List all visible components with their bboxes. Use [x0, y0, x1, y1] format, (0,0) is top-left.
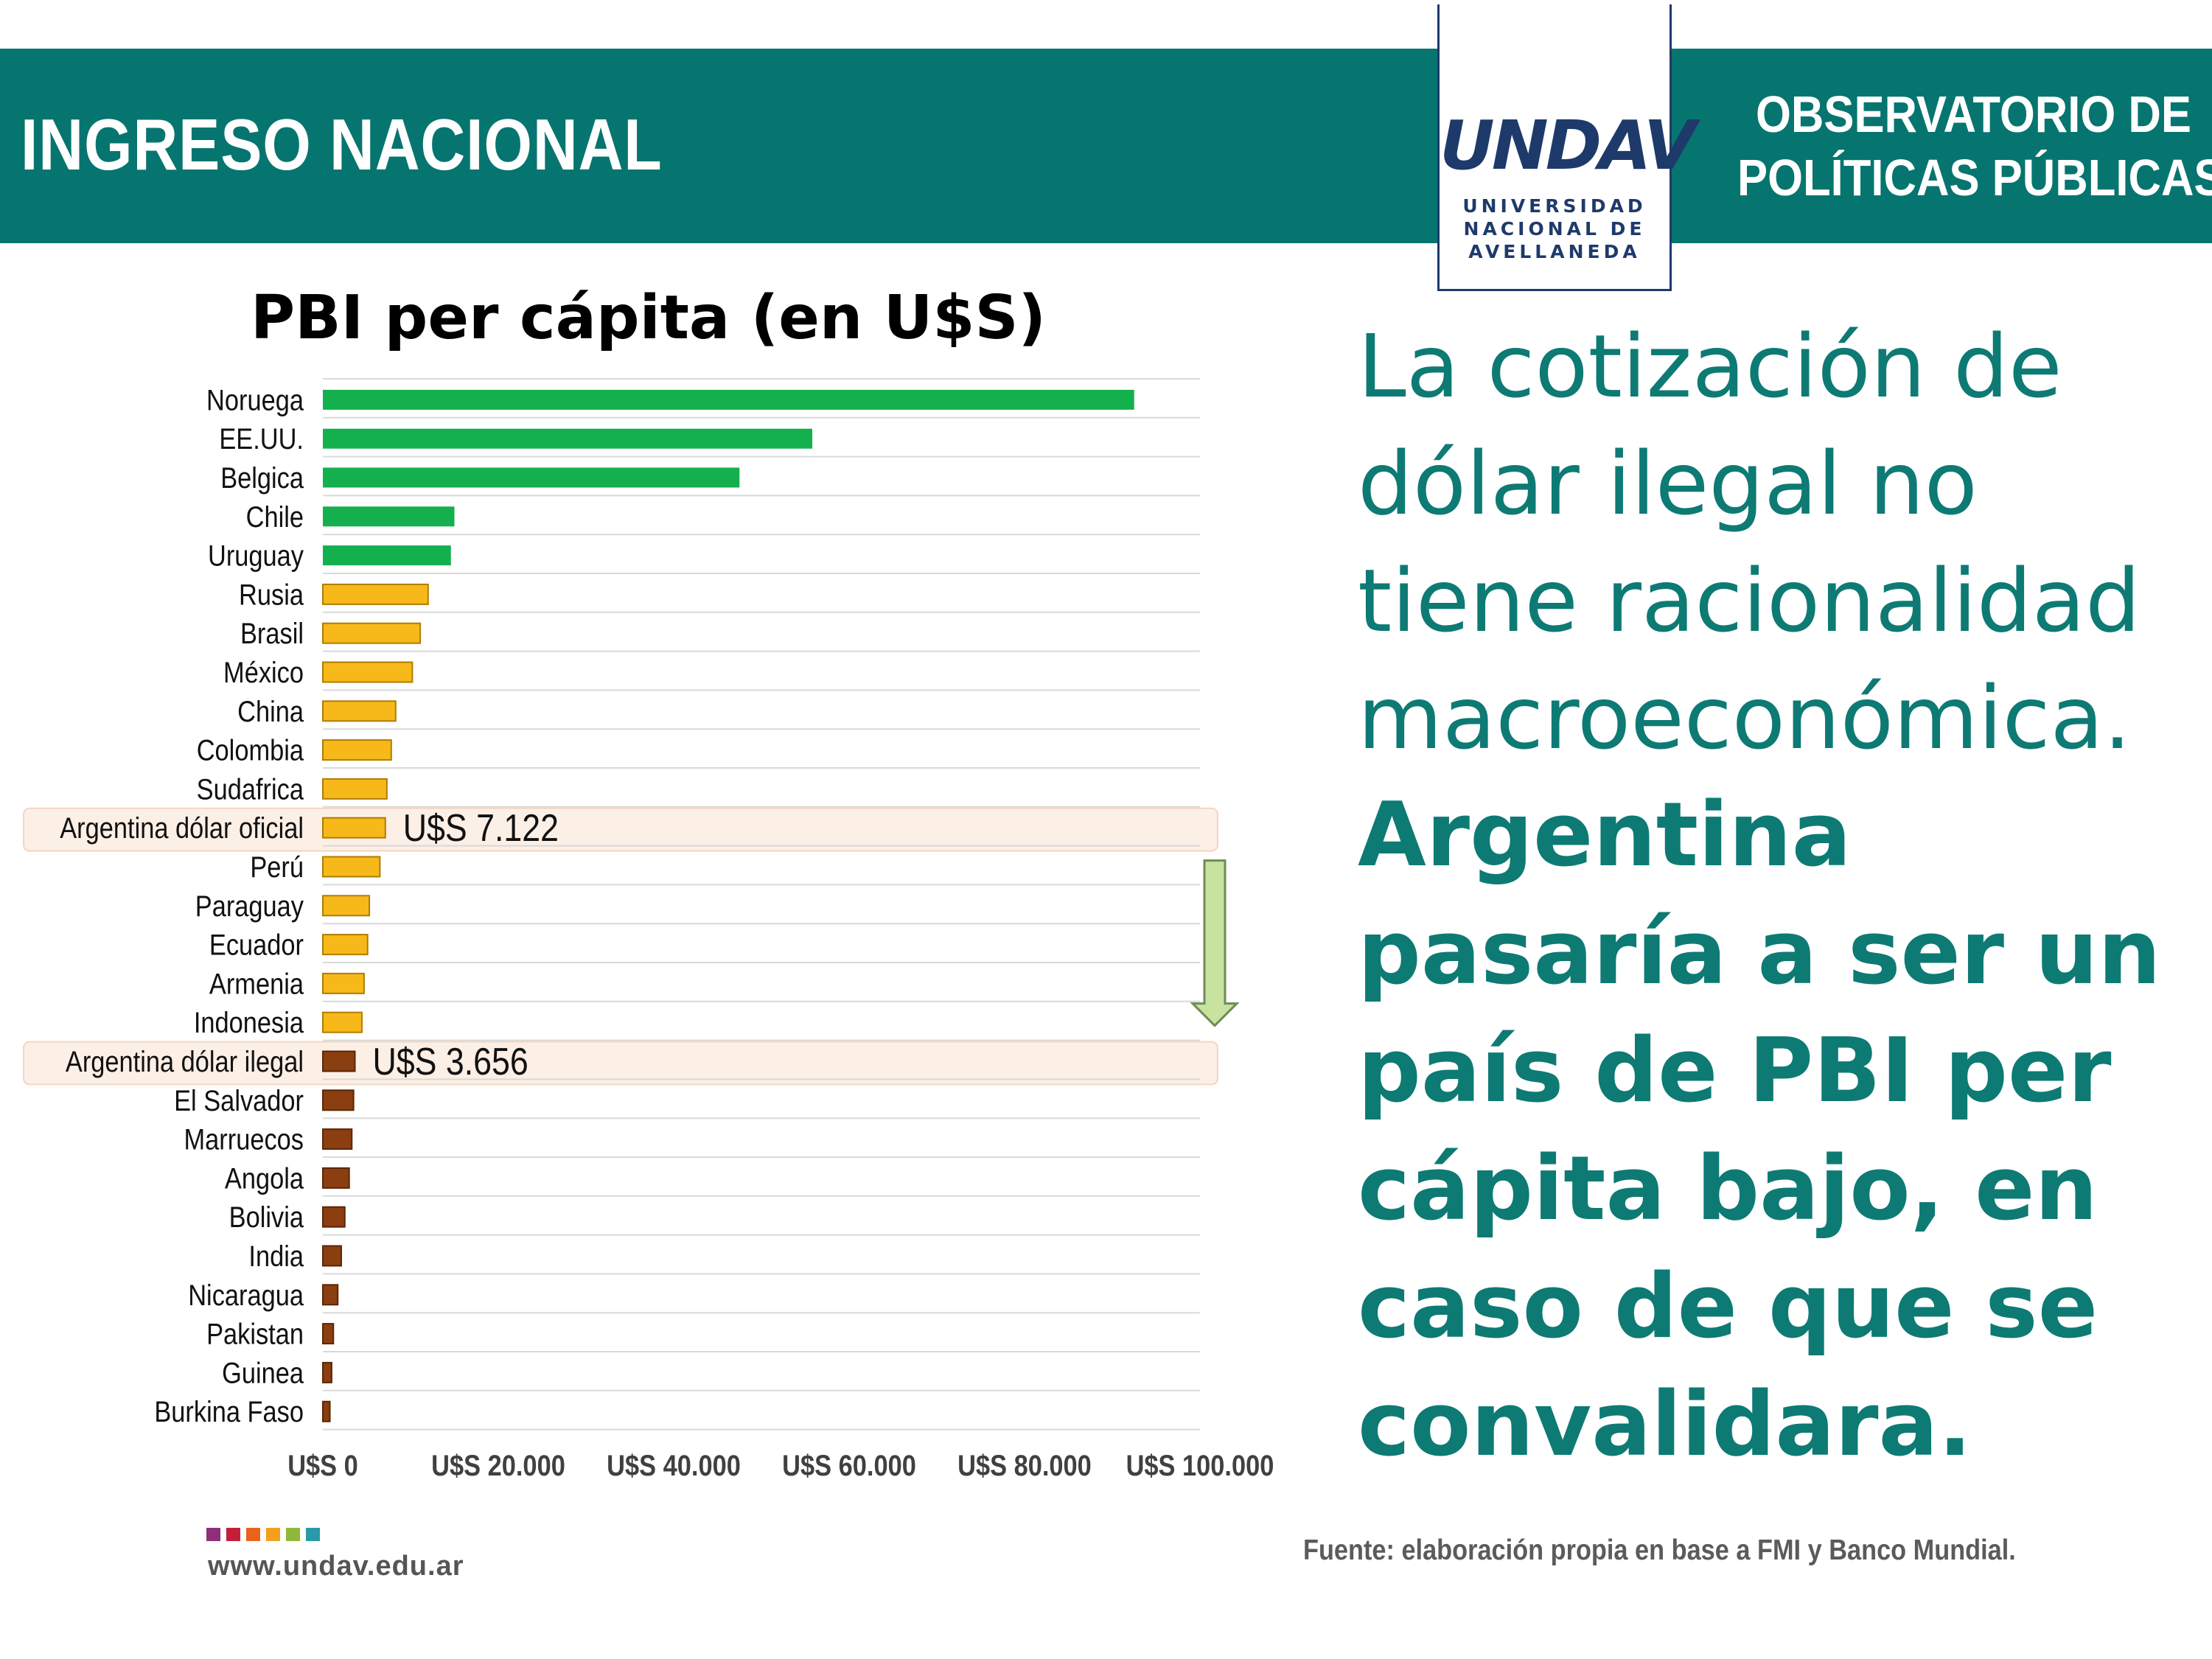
headline-statement: La cotización de dólar ilegal no tiene r… [1358, 315, 2141, 769]
headline-conclusion: Argentina pasaría a ser un país de PBI p… [1358, 784, 2161, 1476]
bar [322, 1011, 363, 1033]
source-note: Fuente: elaboración propia en base a FMI… [1303, 1534, 2016, 1566]
bar [322, 1361, 332, 1383]
x-tick-label: U$S 60.000 [782, 1449, 916, 1482]
bar [322, 1128, 353, 1150]
category-label: Sudafrica [197, 772, 304, 806]
x-tick-label: U$S 100.000 [1126, 1449, 1274, 1482]
website-link[interactable]: www.undav.edu.ar [208, 1551, 464, 1582]
bar [322, 1050, 356, 1072]
category-label: EE.UU. [219, 422, 304, 455]
category-label: Belgica [220, 461, 304, 495]
category-label: Rusia [239, 578, 304, 611]
brand-dot-0 [206, 1528, 220, 1541]
category-label: India [248, 1240, 304, 1273]
bar [322, 1167, 350, 1189]
category-label: Indonesia [194, 1006, 304, 1039]
category-label: El Salvador [174, 1083, 304, 1117]
bar-chart: Noruega EE.UU. Belgica Chile Uruguay Rusia Bra… [23, 378, 1274, 1482]
observatory-title-line1: OBSERVATORIO DE [1755, 85, 2191, 143]
bar [322, 856, 381, 878]
category-label: Uruguay [208, 539, 304, 572]
category-label: Guinea [222, 1356, 304, 1389]
category-label: Burkina Faso [154, 1395, 304, 1428]
brand-dot-4 [286, 1528, 300, 1541]
brand-dot-5 [306, 1528, 320, 1541]
brand-dot-3 [266, 1528, 280, 1541]
brand-color-dots [206, 1528, 326, 1541]
category-label: Nicaragua [188, 1278, 304, 1311]
chart-title: PBI per cápita (en U$S) [251, 283, 1046, 353]
category-label: México [223, 656, 304, 689]
down-arrow-icon [1190, 859, 1240, 1027]
x-tick-label: U$S 20.000 [431, 1449, 565, 1482]
x-tick-label: U$S 80.000 [957, 1449, 1092, 1482]
category-label: Argentina dólar oficial [60, 811, 304, 845]
university-logo: UNDAV UNIVERSIDAD NACIONAL DE AVELLANEDA [1437, 4, 1696, 291]
category-label: Pakistan [206, 1317, 304, 1350]
x-tick-label: U$S 40.000 [607, 1449, 741, 1482]
bar [322, 1089, 355, 1111]
bar [322, 778, 388, 800]
bar [322, 972, 365, 994]
logo-text: UNIVERSIDAD NACIONAL DE AVELLANEDA [1440, 195, 1670, 263]
bar [322, 1206, 346, 1228]
brand-dot-1 [226, 1528, 240, 1541]
category-label: Armenia [209, 967, 304, 1000]
category-label: Ecuador [209, 928, 304, 961]
bar [322, 583, 429, 605]
headline: La cotización de dólar ilegal no tiene r… [1358, 308, 2198, 1484]
bar [323, 389, 1134, 410]
observatory-title-line2: POLÍTICAS PÚBLICAS [1737, 149, 2212, 206]
logo-text-line2: NACIONAL DE [1463, 218, 1646, 240]
x-tick-label: U$S 0 [287, 1449, 358, 1482]
bar [323, 428, 813, 449]
category-label: Angola [225, 1162, 304, 1195]
bar [323, 545, 451, 566]
highlight-band [23, 1041, 1218, 1086]
brand-dot-2 [246, 1528, 260, 1541]
category-label: Chile [246, 500, 304, 533]
bar [322, 934, 369, 956]
bar [322, 1245, 342, 1267]
bar [322, 700, 397, 722]
bar [323, 506, 455, 527]
observatory-title: OBSERVATORIO DE POLÍTICAS PÚBLICAS [1737, 83, 2212, 209]
category-label: Noruega [206, 383, 304, 416]
header-bar [0, 49, 2212, 243]
bar [322, 817, 386, 839]
page-title: INGRESO NACIONAL [21, 104, 663, 185]
value-annotation: U$S 7.122 [403, 807, 559, 850]
category-label: Argentina dólar ilegal [66, 1045, 304, 1078]
category-label: Marruecos [184, 1122, 304, 1156]
bar [322, 661, 414, 683]
category-label: Colombia [197, 733, 304, 766]
bar [322, 1323, 335, 1345]
bar [322, 895, 371, 917]
highlight-band [23, 807, 1218, 852]
value-annotation: U$S 3.656 [373, 1041, 528, 1083]
category-label: Perú [250, 851, 304, 884]
logo-mark: UNDAV [1440, 106, 1696, 185]
category-label: Brasil [240, 617, 304, 650]
bar [322, 622, 422, 644]
category-label: Paraguay [195, 889, 304, 922]
bar [322, 1400, 331, 1422]
logo-text-line3: AVELLANEDA [1468, 241, 1641, 262]
bar [322, 739, 392, 761]
category-label: China [237, 694, 304, 727]
bar [322, 1284, 339, 1306]
logo-text-line1: UNIVERSIDAD [1462, 195, 1647, 217]
category-label: Bolivia [229, 1201, 304, 1234]
bar [323, 467, 740, 488]
